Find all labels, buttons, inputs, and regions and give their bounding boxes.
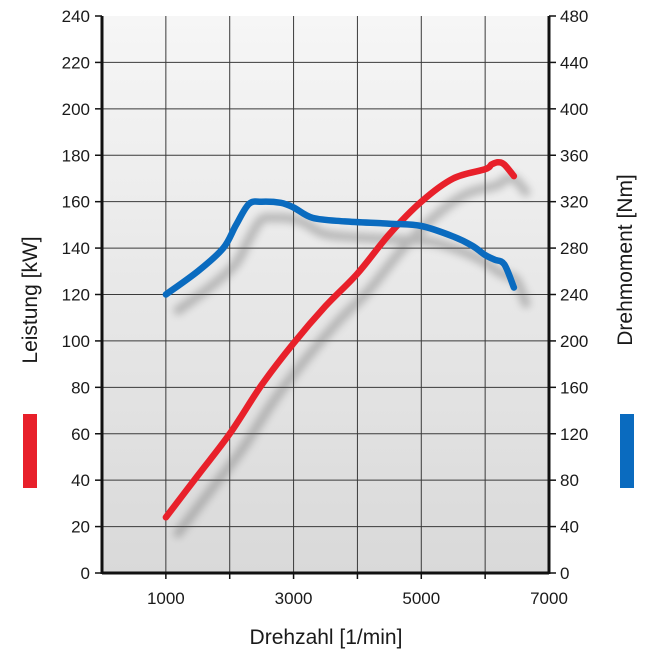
x-tick-label: 1000 bbox=[147, 589, 185, 608]
x-tick-label: 7000 bbox=[530, 589, 568, 608]
series-lines bbox=[162, 158, 518, 521]
left-tick-label: 40 bbox=[71, 471, 90, 490]
right-axis-series-key bbox=[620, 414, 634, 488]
torque-line bbox=[162, 198, 518, 298]
series-shadow bbox=[173, 212, 531, 315]
right-tick-label: 40 bbox=[560, 518, 579, 537]
left-tick-label: 20 bbox=[71, 518, 90, 537]
tick-labels: 0 20 40 60 80 100 120 140 160 180 200 220 240 0 40 80 12… bbox=[62, 7, 589, 608]
axes bbox=[95, 15, 556, 579]
right-axis-title: Drehmoment [Nm] bbox=[614, 174, 637, 346]
left-tick-label: 80 bbox=[71, 378, 90, 397]
left-tick-label: 0 bbox=[81, 564, 90, 583]
left-axis-series-key bbox=[23, 414, 37, 488]
x-tick-label: 3000 bbox=[275, 589, 313, 608]
left-tick-label: 220 bbox=[62, 53, 90, 72]
series-shadow bbox=[173, 173, 531, 538]
right-tick-label: 320 bbox=[560, 193, 588, 212]
right-tick-label: 360 bbox=[560, 146, 588, 165]
left-axis-title: Leistung [kW] bbox=[19, 236, 42, 363]
left-tick-label: 60 bbox=[71, 425, 90, 444]
left-tick-label: 140 bbox=[62, 239, 90, 258]
right-tick-label: 120 bbox=[560, 425, 588, 444]
right-tick-label: 80 bbox=[560, 471, 579, 490]
left-tick-label: 100 bbox=[62, 332, 90, 351]
left-tick-label: 120 bbox=[62, 286, 90, 305]
right-tick-label: 280 bbox=[560, 239, 588, 258]
x-tick-label: 5000 bbox=[402, 589, 440, 608]
right-tick-label: 400 bbox=[560, 100, 588, 119]
right-tick-label: 0 bbox=[560, 564, 569, 583]
power-line bbox=[162, 158, 518, 521]
left-tick-label: 160 bbox=[62, 193, 90, 212]
left-tick-label: 200 bbox=[62, 100, 90, 119]
x-axis-title: Drehzahl [1/min] bbox=[250, 626, 403, 649]
right-tick-label: 200 bbox=[560, 332, 588, 351]
right-tick-label: 240 bbox=[560, 286, 588, 305]
left-tick-label: 180 bbox=[62, 146, 90, 165]
left-tick-label: 240 bbox=[62, 7, 90, 26]
right-tick-label: 480 bbox=[560, 7, 588, 26]
line-shadows bbox=[173, 173, 531, 538]
right-tick-label: 440 bbox=[560, 53, 588, 72]
right-tick-label: 160 bbox=[560, 378, 588, 397]
